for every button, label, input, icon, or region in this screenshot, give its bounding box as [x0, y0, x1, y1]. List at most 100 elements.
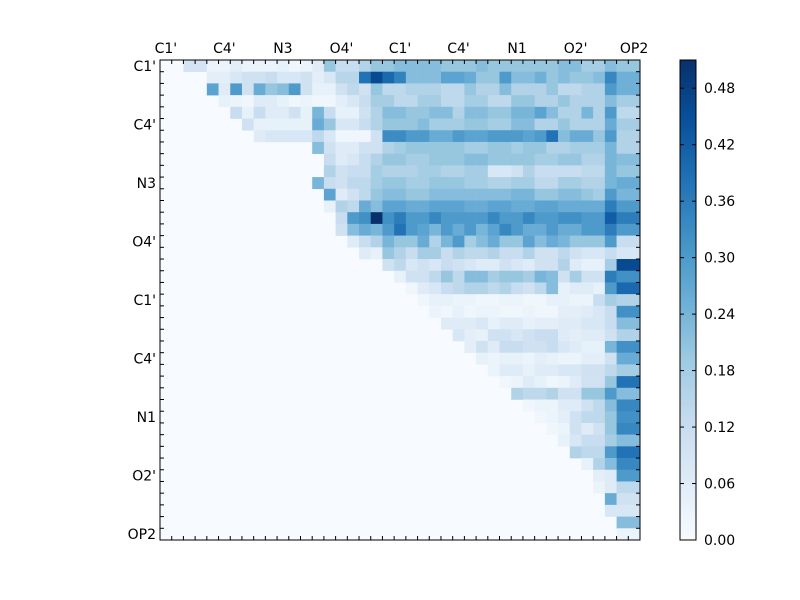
heatmap-cell	[218, 95, 231, 108]
heatmap-cell	[546, 340, 559, 353]
heatmap-cell	[487, 294, 500, 307]
heatmap-cell	[359, 247, 372, 260]
heatmap-cell	[487, 177, 500, 190]
heatmap-cell	[511, 317, 524, 330]
heatmap-cell	[511, 141, 524, 154]
heatmap-cell	[265, 71, 278, 84]
heatmap-cell	[604, 352, 617, 365]
heatmap-cell	[417, 270, 430, 283]
heatmap-cell	[370, 212, 383, 225]
heatmap-cell	[347, 130, 360, 143]
heatmap-cell	[593, 352, 606, 365]
heatmap-cell	[394, 118, 407, 131]
heatmap-cell	[476, 165, 489, 178]
heatmap-cell	[476, 294, 489, 307]
plot-frame	[159, 59, 641, 541]
heatmap-cell	[511, 188, 524, 201]
heatmap-cell	[382, 165, 395, 178]
heatmap-cell	[558, 60, 571, 73]
heatmap-cell	[440, 106, 453, 119]
heatmap-cell	[628, 504, 641, 517]
heatmap-cell	[581, 387, 594, 400]
heatmap-cell	[604, 188, 617, 201]
heatmap-cell	[312, 130, 325, 143]
heatmap-cell	[335, 153, 348, 166]
heatmap-cell	[558, 364, 571, 377]
heatmap-cell	[522, 95, 535, 108]
heatmap-cell	[522, 376, 535, 389]
heatmap-cell	[511, 352, 524, 365]
colorbar	[679, 59, 697, 541]
heatmap-cell	[335, 95, 348, 108]
heatmap-cell	[452, 223, 465, 236]
heatmap-cell	[218, 83, 231, 96]
heatmap-cell	[628, 212, 641, 225]
heatmap-cell	[405, 106, 418, 119]
heatmap-cell	[405, 177, 418, 190]
heatmap-cell	[359, 118, 372, 131]
heatmap-cell	[534, 130, 547, 143]
y-tick-label: N1	[137, 410, 156, 426]
heatmap-cell	[300, 71, 313, 84]
heatmap-cell	[440, 235, 453, 248]
heatmap-cell	[581, 317, 594, 330]
heatmap-cell	[628, 282, 641, 295]
heatmap-cell	[511, 294, 524, 307]
heatmap-cell	[359, 200, 372, 213]
heatmap-cell	[558, 259, 571, 272]
heatmap-cell	[628, 446, 641, 459]
heatmap-cell	[277, 106, 290, 119]
heatmap-cell	[558, 118, 571, 131]
heatmap-cell	[581, 305, 594, 318]
heatmap-cell	[499, 329, 512, 342]
heatmap-cell	[476, 200, 489, 213]
heatmap-cell	[394, 200, 407, 213]
heatmap-cell	[335, 141, 348, 154]
colorbar-tick-label: 0.24	[704, 307, 735, 323]
heatmap-cell	[522, 317, 535, 330]
heatmap-cell	[604, 282, 617, 295]
heatmap-cell	[593, 422, 606, 435]
heatmap-cell	[534, 106, 547, 119]
heatmap-cell	[511, 247, 524, 260]
heatmap-cell	[628, 352, 641, 365]
heatmap-cell	[558, 434, 571, 447]
heatmap-cell	[499, 71, 512, 84]
heatmap-cell	[370, 247, 383, 260]
heatmap-cell	[335, 212, 348, 225]
x-tick-label: O4'	[330, 41, 354, 57]
heatmap-cell	[417, 282, 430, 295]
heatmap-cell	[546, 165, 559, 178]
heatmap-cell	[558, 340, 571, 353]
heatmap-cell	[593, 118, 606, 131]
heatmap-cell	[534, 71, 547, 84]
heatmap-cell	[499, 282, 512, 295]
heatmap-cell	[604, 317, 617, 330]
heatmap-cell	[628, 106, 641, 119]
heatmap-cell	[616, 200, 629, 213]
heatmap-cell	[312, 118, 325, 131]
heatmap-cell	[581, 399, 594, 412]
heatmap-cell	[405, 270, 418, 283]
heatmap-cell	[288, 60, 301, 73]
heatmap-cell	[534, 399, 547, 412]
heatmap-cell	[464, 200, 477, 213]
heatmap-cell	[628, 434, 641, 447]
heatmap-cell	[347, 83, 360, 96]
heatmap-cell	[569, 294, 582, 307]
heatmap-cell	[534, 282, 547, 295]
heatmap-cell	[499, 352, 512, 365]
heatmap-cell	[534, 340, 547, 353]
heatmap-cell	[487, 317, 500, 330]
heatmap-cell	[405, 200, 418, 213]
heatmap-cell	[359, 153, 372, 166]
heatmap-cell	[546, 71, 559, 84]
heatmap-cell	[546, 200, 559, 213]
heatmap-cell	[569, 247, 582, 260]
heatmap-cell	[476, 95, 489, 108]
heatmap-cell	[593, 83, 606, 96]
heatmap-cell	[241, 118, 254, 131]
heatmap-cell	[604, 71, 617, 84]
heatmap-cell	[616, 106, 629, 119]
heatmap-cell	[581, 434, 594, 447]
